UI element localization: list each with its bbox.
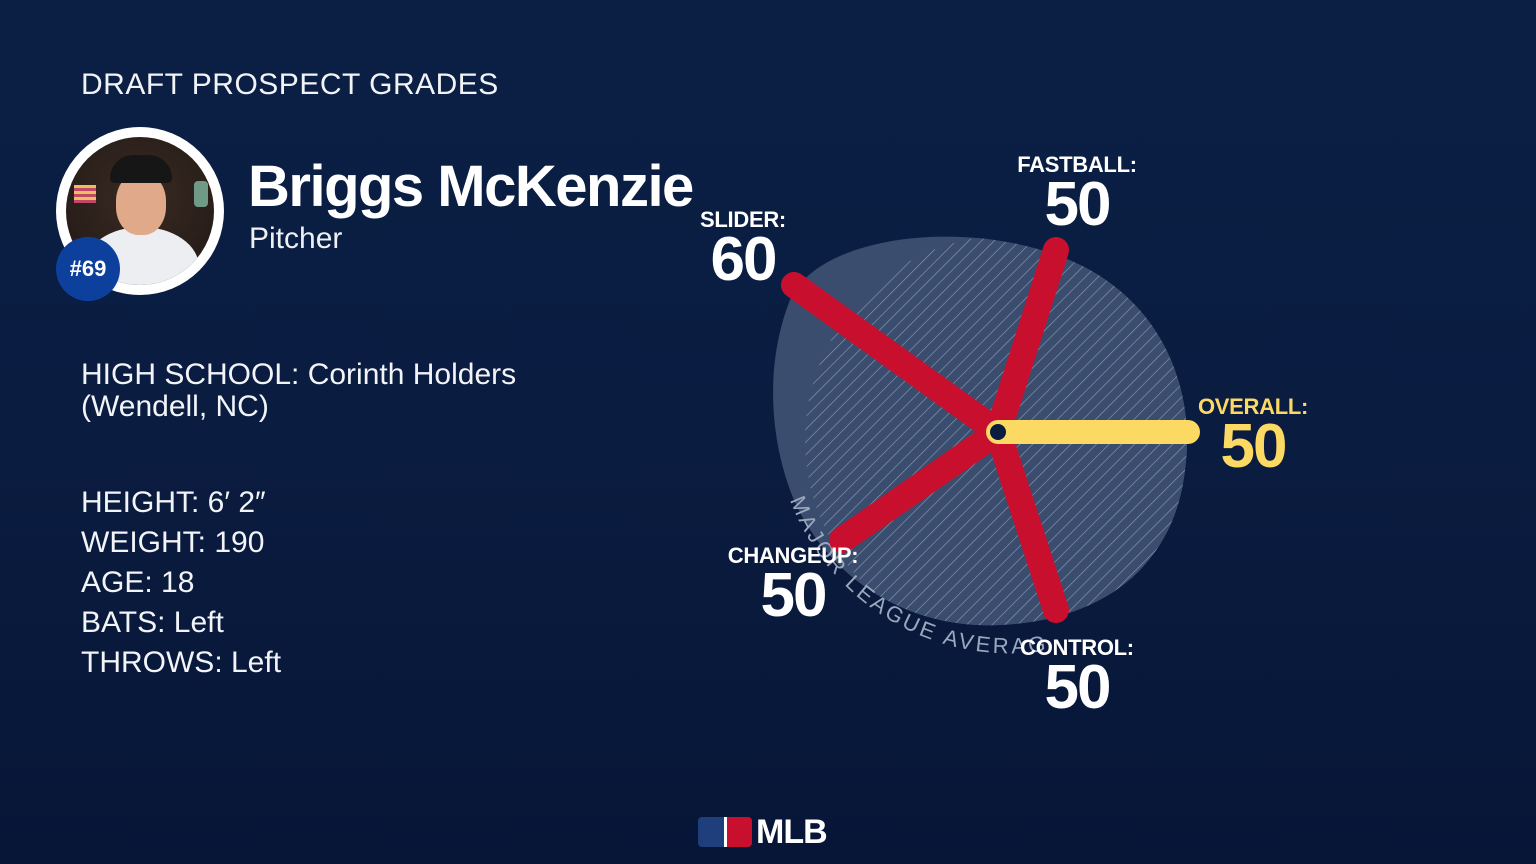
center-dot: [990, 424, 1006, 440]
stat-height: HEIGHT: 6′ 2″: [81, 486, 266, 519]
stat-age: AGE: 18: [81, 566, 195, 599]
player-stats: HEIGHT: 6′ 2″ WEIGHT: 190 AGE: 18 BATS: …: [81, 483, 281, 683]
label-slider: SLIDER: 60: [700, 207, 786, 294]
player-name: Briggs McKenzie: [248, 154, 694, 219]
label-control: CONTROL: 50: [1020, 635, 1134, 722]
mlb-logo: MLB: [698, 813, 828, 851]
kicker-title: DRAFT PROSPECT GRADES: [81, 68, 499, 101]
photo-cap: [110, 155, 172, 183]
rank-badge: #69: [56, 237, 120, 301]
spoke-slider: [781, 272, 1011, 445]
label-overall: OVERALL: 50: [1197, 394, 1309, 481]
backdrop-logo: [194, 181, 208, 207]
mlb-batter-icon: [698, 817, 752, 847]
stat-bats: BATS: Left: [81, 606, 224, 639]
player-position: Pitcher: [249, 222, 343, 255]
stat-throws: THROWS: Left: [81, 646, 282, 679]
spoke-fastball: [985, 237, 1069, 445]
backdrop-flag: [74, 185, 96, 203]
tool-spokes: [781, 237, 1069, 623]
high-school: HIGH SCHOOL: Corinth Holders (Wendell, N…: [81, 358, 517, 423]
stat-weight: WEIGHT: 190: [81, 526, 265, 559]
spoke-control: [985, 419, 1069, 623]
label-changeup: CHANGEUP: 50: [727, 543, 859, 630]
label-fastball: FASTBALL: 50: [1017, 152, 1137, 239]
photo-face: [116, 173, 166, 235]
spoke-changeup: [829, 419, 1011, 553]
player-avatar: [56, 127, 224, 295]
